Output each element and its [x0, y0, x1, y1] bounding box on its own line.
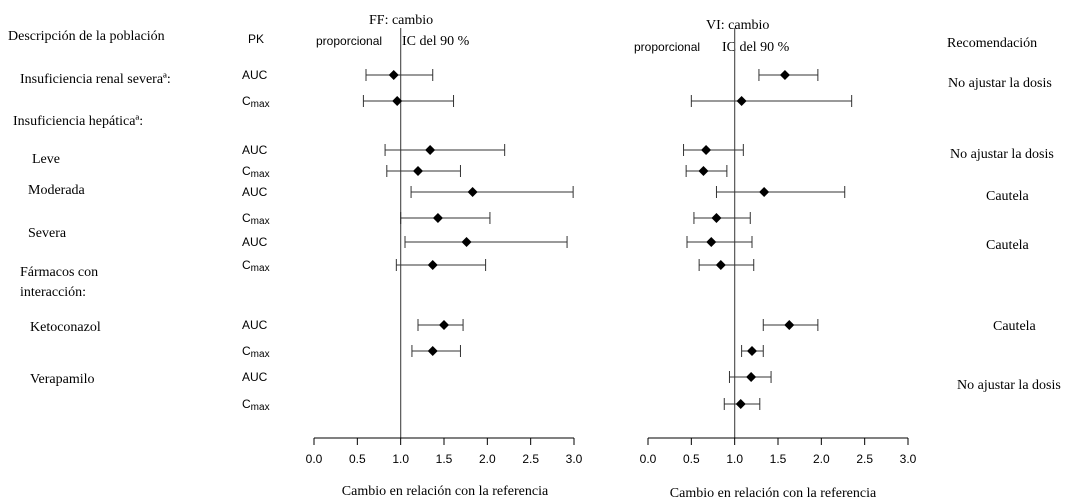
recommendation-header: Recomendación — [947, 36, 1037, 51]
vi-tick-label: 1.0 — [726, 452, 743, 466]
population-header: Descripción de la población — [8, 29, 165, 44]
ff-point-estimate — [427, 346, 438, 356]
vi-point-estimate — [711, 213, 722, 223]
pk-label-cmax: Cmax — [242, 164, 270, 180]
ff-point-estimate — [427, 260, 438, 270]
recommendation-renal: No ajustar la dosis — [948, 76, 1052, 91]
ff-tick-label: 2.5 — [522, 452, 539, 466]
pk-label-auc: AUC — [242, 68, 268, 82]
pk-label-cmax: Cmax — [242, 258, 270, 274]
pk-label-cmax: Cmax — [242, 94, 270, 110]
vi-tick-label: 0.5 — [683, 452, 700, 466]
ff-point-estimate — [467, 187, 478, 197]
recommendation-severe: Cautela — [986, 238, 1030, 253]
vi-point-estimate — [735, 399, 746, 409]
row-label-mild: Leve — [32, 152, 60, 167]
pk-label-auc: AUC — [242, 143, 268, 157]
vi-point-estimate — [759, 187, 770, 197]
vi-point-estimate — [706, 237, 717, 247]
vi-tick-label: 1.5 — [770, 452, 787, 466]
ff-tick-label: 1.0 — [392, 452, 409, 466]
vi-point-estimate — [747, 346, 757, 356]
pk-label-auc: AUC — [242, 370, 268, 384]
vi-point-estimate — [779, 70, 790, 80]
ff-tick-label: 1.5 — [436, 452, 453, 466]
vi-x-axis-label: Cambio en relación con la referencia — [670, 486, 877, 500]
row-label-interacting-drugs: Fármacos con — [20, 265, 98, 280]
row-label-severe: Severa — [28, 226, 67, 241]
row-label-hepatic: Insuficiencia hepáticaª: — [13, 114, 143, 129]
vi-panel-title: VI: cambio — [706, 18, 769, 33]
ff-tick-label: 0.5 — [349, 452, 366, 466]
vi-point-estimate — [701, 145, 712, 155]
vi-tick-label: 0.0 — [640, 452, 657, 466]
ff-tick-label: 0.0 — [306, 452, 323, 466]
ff-point-estimate — [413, 166, 423, 176]
ff-panel-subtitle-b: IC del 90 % — [402, 34, 470, 49]
row-label-renal: Insuficiencia renal severaª: — [20, 72, 171, 87]
vi-point-estimate — [746, 372, 757, 382]
pk-label-cmax: Cmax — [242, 344, 270, 360]
vi-tick-label: 2.5 — [856, 452, 873, 466]
recommendation-moderate: Cautela — [986, 189, 1030, 204]
ff-point-estimate — [388, 70, 399, 80]
recommendation-ketoconazole: Cautela — [993, 319, 1037, 334]
vi-point-estimate — [736, 96, 747, 106]
pk-label-cmax: Cmax — [242, 397, 270, 413]
vi-panel-subtitle-a: proporcional — [634, 40, 700, 54]
ff-point-estimate — [461, 237, 472, 247]
pk-label-auc: AUC — [242, 235, 268, 249]
pk-header: PK — [248, 32, 264, 46]
ff-panel-subtitle-a: proporcional — [316, 34, 382, 48]
ff-point-estimate — [432, 213, 443, 223]
row-label-ketoconazole: Ketoconazol — [30, 320, 101, 335]
ff-point-estimate — [439, 320, 449, 330]
vi-panel-subtitle-b: IC del 90 % — [722, 40, 790, 55]
row-label-interaction: interacción: — [20, 285, 86, 300]
pk-label-auc: AUC — [242, 185, 268, 199]
ff-tick-label: 3.0 — [566, 452, 583, 466]
vi-point-estimate — [698, 166, 709, 176]
pk-label-auc: AUC — [242, 318, 268, 332]
pk-label-cmax: Cmax — [242, 211, 270, 227]
ff-tick-label: 2.0 — [479, 452, 496, 466]
recommendation-mild: No ajustar la dosis — [950, 147, 1054, 162]
ff-panel-title: FF: cambio — [369, 13, 433, 28]
ff-x-axis-label: Cambio en relación con la referencia — [342, 484, 549, 499]
vi-point-estimate — [715, 260, 726, 270]
vi-tick-label: 2.0 — [813, 452, 830, 466]
vi-tick-label: 3.0 — [900, 452, 917, 466]
ff-point-estimate — [425, 145, 436, 155]
row-label-moderate: Moderada — [28, 183, 86, 198]
ff-point-estimate — [392, 96, 403, 106]
vi-point-estimate — [784, 320, 795, 330]
recommendation-verapamil: No ajustar la dosis — [957, 378, 1061, 393]
row-label-verapamil: Verapamilo — [30, 372, 95, 387]
